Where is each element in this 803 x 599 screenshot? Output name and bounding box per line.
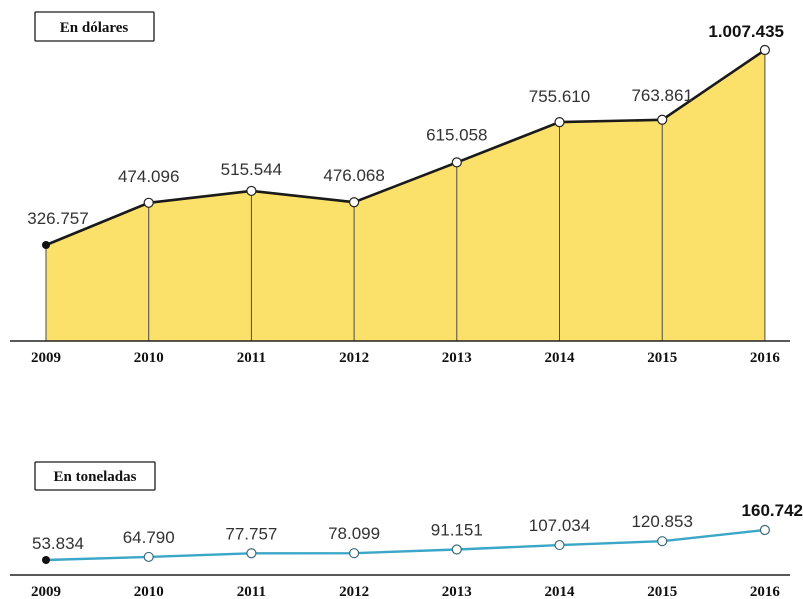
usd-data-point bbox=[759, 44, 771, 56]
ton-data-point bbox=[554, 539, 565, 551]
usd-value-label: 476.068 bbox=[323, 166, 384, 185]
ton-value-label: 120.853 bbox=[631, 512, 692, 531]
ton-data-point bbox=[657, 536, 668, 547]
ton-x-tick-label: 2011 bbox=[237, 584, 266, 599]
ton-value-label: 77.757 bbox=[225, 524, 277, 543]
usd-data-point bbox=[657, 114, 668, 125]
usd-chart-title: En dólares bbox=[60, 20, 129, 36]
usd-data-point bbox=[143, 197, 154, 208]
ton-line-chart: En toneladas 53.834 2009 64.790 2010 77.757 2… bbox=[10, 461, 803, 599]
ton-x-tick-label: 2015 bbox=[647, 584, 677, 599]
usd-title-box bbox=[34, 11, 155, 42]
ton-value-label: 78.099 bbox=[328, 524, 380, 543]
usd-data-point bbox=[451, 157, 462, 168]
ton-x-tick-label: 2009 bbox=[31, 584, 61, 599]
usd-value-label: 615.058 bbox=[426, 125, 487, 144]
ton-data-point bbox=[143, 551, 154, 563]
usd-x-tick-label: 2016 bbox=[750, 350, 781, 366]
usd-x-tick-label: 2009 bbox=[31, 350, 61, 366]
usd-x-tick-label: 2010 bbox=[134, 350, 164, 366]
usd-value-label: 755.610 bbox=[529, 87, 590, 106]
usd-x-tick-label: 2011 bbox=[237, 350, 266, 366]
usd-data-point bbox=[42, 241, 50, 249]
usd-series-line bbox=[45, 48, 766, 247]
ton-x-tick-label: 2013 bbox=[442, 584, 472, 599]
usd-x-tick-label: 2014 bbox=[545, 350, 576, 366]
ton-data-point bbox=[349, 548, 360, 559]
ton-x-tick-label: 2016 bbox=[750, 584, 781, 599]
ton-data-point bbox=[42, 556, 50, 564]
ton-data-point bbox=[246, 548, 257, 559]
ton-value-label: 160.742 bbox=[742, 501, 803, 520]
ton-chart-title: En toneladas bbox=[54, 469, 137, 485]
usd-value-label: 515.544 bbox=[221, 160, 282, 179]
usd-x-tick-label: 2012 bbox=[339, 350, 369, 366]
usd-value-label: 326.757 bbox=[27, 209, 88, 228]
usd-value-label: 474.096 bbox=[118, 167, 179, 186]
usd-x-tick-label: 2013 bbox=[442, 350, 472, 366]
ton-value-label: 91.151 bbox=[431, 521, 483, 540]
ton-data-point bbox=[451, 544, 462, 555]
ton-title-box bbox=[34, 461, 156, 491]
usd-x-tick-label: 2015 bbox=[647, 350, 677, 366]
ton-value-label: 107.034 bbox=[529, 516, 590, 535]
usd-data-point bbox=[554, 117, 565, 128]
usd-value-label: 763.861 bbox=[631, 86, 692, 105]
usd-value-label: 1.007.435 bbox=[708, 22, 784, 41]
ton-data-point bbox=[759, 524, 771, 536]
usd-data-point bbox=[246, 185, 257, 197]
ton-series-line bbox=[45, 528, 766, 562]
ton-x-tick-label: 2012 bbox=[339, 584, 369, 599]
ton-x-tick-label: 2014 bbox=[545, 584, 576, 599]
usd-area-chart: En dólares 326.757 2009 474.096 2010 515.544… bbox=[10, 11, 790, 366]
usd-data-point bbox=[349, 197, 360, 208]
ton-x-tick-label: 2010 bbox=[134, 584, 164, 599]
ton-value-label: 53.834 bbox=[32, 534, 84, 553]
ton-value-label: 64.790 bbox=[123, 528, 175, 547]
